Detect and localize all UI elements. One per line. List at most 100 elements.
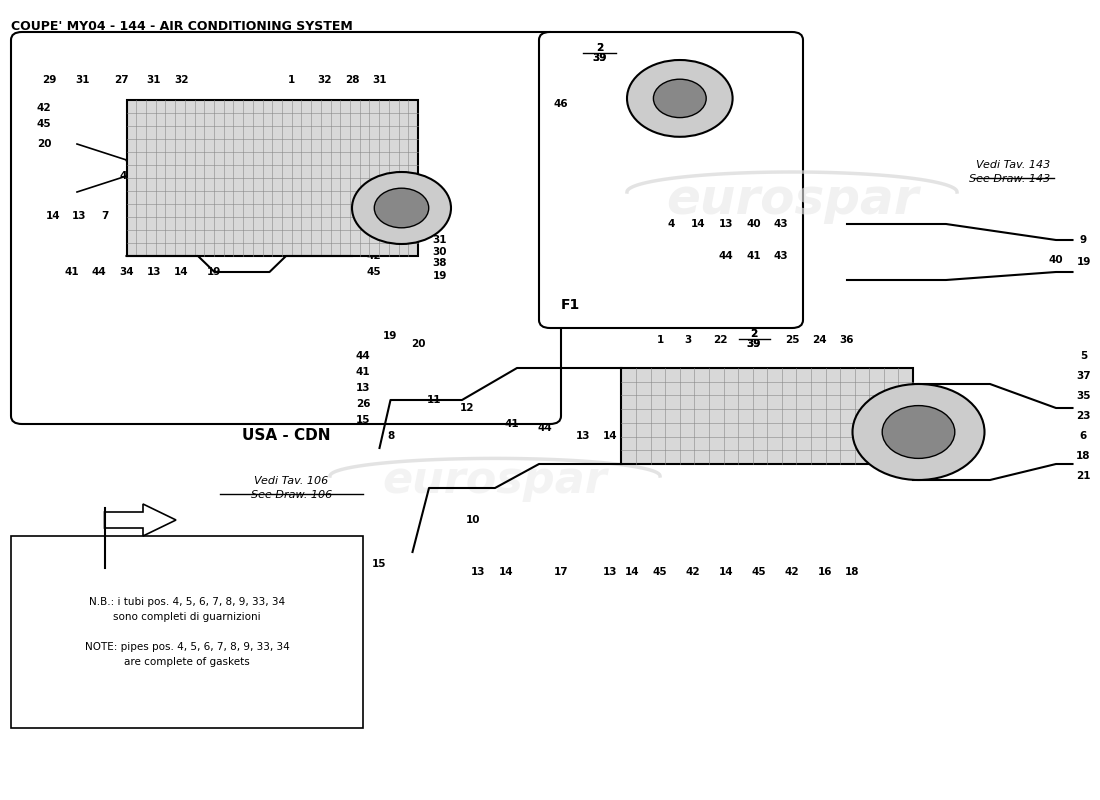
Text: 21: 21 bbox=[1076, 471, 1091, 481]
Circle shape bbox=[352, 172, 451, 244]
Text: 31: 31 bbox=[146, 75, 162, 85]
Text: 25: 25 bbox=[784, 335, 800, 345]
Text: Vedi Tav. 106
See Draw. 106: Vedi Tav. 106 See Draw. 106 bbox=[251, 476, 332, 500]
Text: 14: 14 bbox=[45, 211, 60, 221]
Text: 36: 36 bbox=[839, 335, 855, 345]
Text: 31: 31 bbox=[75, 75, 90, 85]
Text: 20: 20 bbox=[36, 139, 52, 149]
Text: Vedi Tav. 143
See Draw. 143: Vedi Tav. 143 See Draw. 143 bbox=[969, 160, 1050, 184]
Circle shape bbox=[374, 188, 429, 228]
Text: 42: 42 bbox=[685, 567, 701, 577]
Text: 32: 32 bbox=[317, 75, 332, 85]
Bar bbox=[621, 368, 913, 464]
Text: 41: 41 bbox=[124, 155, 140, 165]
Text: 45: 45 bbox=[652, 567, 668, 577]
Text: COUPE' MY04 - 144 - AIR CONDITIONING SYSTEM: COUPE' MY04 - 144 - AIR CONDITIONING SYS… bbox=[11, 20, 353, 33]
Text: eurospar: eurospar bbox=[383, 458, 607, 502]
Text: 39: 39 bbox=[592, 53, 607, 62]
Text: 22: 22 bbox=[713, 335, 728, 345]
FancyBboxPatch shape bbox=[11, 32, 561, 424]
Text: 7: 7 bbox=[101, 211, 108, 221]
Text: 44: 44 bbox=[119, 171, 134, 181]
Text: F1: F1 bbox=[561, 298, 581, 312]
Text: 2: 2 bbox=[750, 330, 757, 339]
Text: 13: 13 bbox=[146, 267, 162, 277]
Text: 34: 34 bbox=[119, 267, 134, 277]
Text: 13: 13 bbox=[575, 431, 591, 441]
Text: 14: 14 bbox=[174, 267, 189, 277]
Text: 42: 42 bbox=[784, 567, 800, 577]
Circle shape bbox=[653, 79, 706, 118]
Text: 1: 1 bbox=[657, 335, 663, 345]
Circle shape bbox=[882, 406, 955, 458]
Text: 39: 39 bbox=[746, 339, 761, 349]
Text: 19: 19 bbox=[207, 267, 222, 277]
Text: 29: 29 bbox=[42, 75, 57, 85]
Text: 39: 39 bbox=[592, 54, 607, 63]
Text: 45: 45 bbox=[366, 267, 382, 277]
Text: 46: 46 bbox=[553, 99, 569, 109]
Text: N.B.: i tubi pos. 4, 5, 6, 7, 8, 9, 33, 34
sono completi di guarnizioni

NOTE: p: N.B.: i tubi pos. 4, 5, 6, 7, 8, 9, 33, … bbox=[85, 598, 289, 666]
Text: 14: 14 bbox=[498, 567, 514, 577]
Text: 2: 2 bbox=[596, 43, 603, 53]
Circle shape bbox=[627, 60, 733, 137]
Text: 19: 19 bbox=[1076, 258, 1091, 267]
Text: 38: 38 bbox=[432, 258, 448, 268]
Text: 40: 40 bbox=[1048, 255, 1064, 265]
Text: 27: 27 bbox=[113, 75, 129, 85]
Text: 9: 9 bbox=[1080, 235, 1087, 245]
Text: 41: 41 bbox=[64, 267, 79, 277]
Text: 42: 42 bbox=[36, 103, 52, 113]
Text: USA - CDN: USA - CDN bbox=[242, 428, 330, 443]
Text: 10: 10 bbox=[465, 515, 481, 525]
Text: 2: 2 bbox=[596, 43, 603, 53]
Text: 12: 12 bbox=[460, 403, 475, 413]
Text: 23: 23 bbox=[1076, 411, 1091, 421]
Text: 3: 3 bbox=[684, 335, 691, 345]
Text: 17: 17 bbox=[553, 567, 569, 577]
FancyBboxPatch shape bbox=[11, 536, 363, 728]
Text: 44: 44 bbox=[91, 267, 107, 277]
Text: 42: 42 bbox=[366, 251, 382, 261]
Text: 4: 4 bbox=[668, 219, 674, 229]
Text: 43: 43 bbox=[773, 251, 789, 261]
Text: 44: 44 bbox=[718, 251, 734, 261]
Text: 41: 41 bbox=[504, 419, 519, 429]
Text: 15: 15 bbox=[355, 415, 371, 425]
Text: 37: 37 bbox=[1076, 371, 1091, 381]
Text: 26: 26 bbox=[355, 399, 371, 409]
Text: 41: 41 bbox=[746, 251, 761, 261]
Polygon shape bbox=[104, 504, 176, 536]
Text: 7: 7 bbox=[629, 439, 636, 449]
Text: 43: 43 bbox=[773, 219, 789, 229]
Text: 19: 19 bbox=[432, 271, 448, 281]
Text: 6: 6 bbox=[1080, 431, 1087, 441]
Text: 40: 40 bbox=[746, 219, 761, 229]
Bar bbox=[126, 100, 418, 256]
Text: 8: 8 bbox=[387, 431, 394, 441]
Text: 13: 13 bbox=[355, 383, 371, 393]
Text: 28: 28 bbox=[344, 75, 360, 85]
Text: 24: 24 bbox=[812, 335, 827, 345]
Text: 45: 45 bbox=[751, 567, 767, 577]
Text: 2: 2 bbox=[750, 330, 757, 339]
Text: 14: 14 bbox=[691, 219, 706, 229]
Text: 41: 41 bbox=[355, 367, 371, 377]
Text: 15: 15 bbox=[372, 559, 387, 569]
Text: 13: 13 bbox=[72, 211, 87, 221]
FancyBboxPatch shape bbox=[539, 32, 803, 328]
Text: 1: 1 bbox=[288, 75, 295, 85]
Text: 14: 14 bbox=[625, 567, 640, 577]
Circle shape bbox=[852, 384, 984, 480]
Text: 44: 44 bbox=[355, 351, 371, 361]
Text: 13: 13 bbox=[603, 567, 618, 577]
Text: 14: 14 bbox=[603, 431, 618, 441]
Text: 13: 13 bbox=[718, 219, 734, 229]
Text: 45: 45 bbox=[36, 119, 52, 129]
Text: 18: 18 bbox=[845, 567, 860, 577]
Text: 39: 39 bbox=[746, 339, 761, 349]
Text: 13: 13 bbox=[471, 567, 486, 577]
Text: 30: 30 bbox=[432, 247, 448, 257]
Text: 16: 16 bbox=[817, 567, 833, 577]
Text: 31: 31 bbox=[372, 75, 387, 85]
